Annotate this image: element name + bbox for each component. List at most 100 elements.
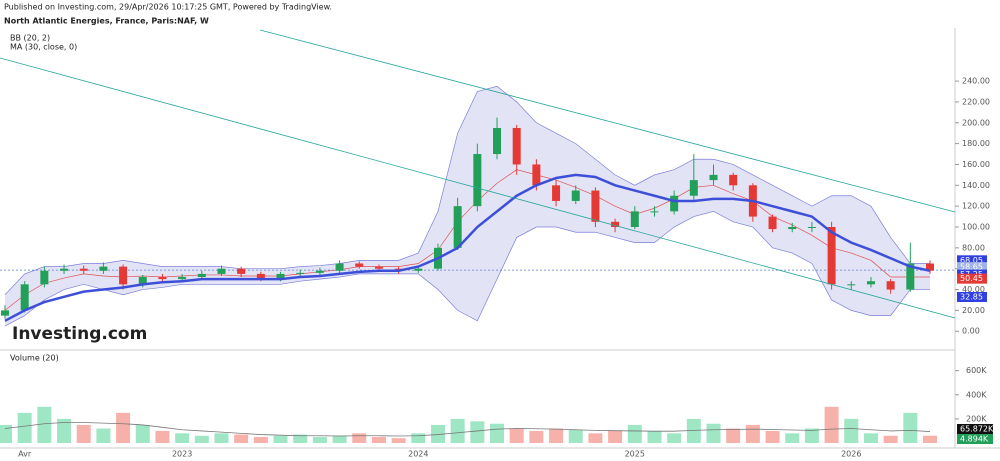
bb-lower: [4, 210, 930, 327]
y-tick-label: 20.00: [962, 306, 985, 315]
y-tick-label: 140.00: [962, 181, 990, 190]
candle-body: [847, 284, 856, 286]
volume-bar: [155, 430, 170, 443]
candle-body: [866, 281, 875, 285]
watermark: Investing.com: [12, 324, 147, 344]
volume-label-box: [957, 424, 993, 434]
volume-bar: [844, 418, 859, 443]
volume-bar: [804, 428, 819, 443]
volume-bar: [903, 412, 918, 443]
x-tick-label: Avr: [18, 450, 32, 459]
volume-bar: [430, 424, 445, 443]
volume-bar: [470, 421, 485, 443]
volume-bar: [116, 412, 131, 443]
y-tick-label: 600K: [966, 366, 987, 375]
candle-body: [512, 127, 521, 165]
candle-body: [532, 164, 541, 186]
candle-body: [99, 266, 108, 271]
price-label-box: [957, 262, 987, 273]
volume-bar: [824, 406, 839, 443]
bb-area: [5, 86, 930, 327]
price-label-box: [957, 273, 987, 284]
volume-bar: [785, 433, 800, 443]
legend-volume: Volume (20): [10, 354, 59, 363]
volume-bar: [96, 428, 111, 443]
x-tick-label: 2025: [625, 450, 645, 459]
volume-bar: [76, 424, 91, 443]
candle-body: [1, 310, 9, 316]
volume-bar: [863, 433, 878, 443]
candle-body: [689, 180, 698, 196]
y-tick-label: 400K: [966, 390, 987, 399]
candle-body: [926, 263, 934, 271]
volume-bar: [923, 435, 937, 443]
volume-bar: [608, 430, 623, 443]
x-tick-label: 2023: [172, 450, 192, 459]
volume-bar: [745, 424, 760, 443]
candle-body: [138, 277, 147, 285]
y-tick-label: 180.00: [962, 139, 990, 148]
candle-body: [40, 270, 49, 285]
candle-body: [178, 277, 187, 280]
volume-bar: [627, 424, 642, 443]
x-tick-label: 2024: [408, 450, 428, 459]
candle-body: [709, 174, 718, 181]
volume-bar: [391, 438, 406, 443]
volume-label: 4.894K: [960, 435, 989, 444]
candle-body: [827, 227, 836, 285]
candle-body: [729, 174, 738, 186]
volume-bar: [588, 433, 603, 443]
y-tick-label: 160.00: [962, 160, 990, 169]
trendline-upper: [259, 29, 956, 213]
price-label: 68.05: [960, 256, 983, 265]
volume-bar: [509, 428, 524, 443]
candle-body: [591, 190, 600, 222]
volume-bar: [686, 418, 701, 443]
candle-body: [886, 281, 895, 290]
y-tick-label: 80.00: [962, 243, 985, 252]
candle-body: [374, 266, 383, 269]
price-label: 58.65: [960, 263, 983, 272]
candle-body: [670, 195, 679, 212]
volume-bar: [490, 423, 505, 443]
volume-bar: [529, 430, 544, 443]
candle-body: [60, 268, 69, 271]
candle-body: [217, 268, 226, 274]
volume-bar: [273, 435, 288, 443]
bb-upper: [4, 85, 930, 295]
price-label-box: [957, 291, 987, 302]
y-tick-label: 220.00: [962, 97, 990, 106]
candle-body: [256, 273, 265, 280]
chart-title: North Atlantic Energies, France, Paris:N…: [4, 17, 209, 26]
volume-bar: [549, 428, 564, 443]
candle-body: [197, 273, 206, 278]
volume-ma: [4, 422, 931, 437]
volume-bar: [293, 434, 308, 443]
candle-body: [335, 263, 344, 271]
volume-bar: [667, 433, 682, 443]
volume-bar: [312, 436, 327, 443]
publisher: Published on Investing.com, 29/Apr/2026 …: [4, 3, 332, 12]
volume-bar: [57, 418, 72, 443]
volume-bar: [214, 433, 229, 443]
legend-ma: MA (30, close, 0): [10, 43, 77, 52]
candle-body: [552, 185, 561, 201]
volume-bar: [194, 435, 209, 443]
volume-bar: [0, 424, 12, 443]
candle-body: [20, 284, 29, 311]
y-tick-label: 200.00: [962, 118, 990, 127]
volume-bar: [411, 433, 426, 443]
candle-body: [296, 272, 305, 274]
candle-body: [453, 206, 462, 248]
volume-bar: [234, 434, 249, 443]
candle-body: [473, 154, 482, 207]
candle-body: [158, 277, 167, 280]
volume-bar: [135, 424, 150, 443]
price-label-box: [957, 255, 987, 266]
y-tick-label: 0.00: [962, 327, 980, 336]
price-label: 50.45: [960, 274, 983, 283]
candle-body: [355, 263, 364, 267]
candle-body: [788, 227, 797, 230]
y-tick-label: 120.00: [962, 202, 990, 211]
candle-body: [315, 270, 324, 273]
